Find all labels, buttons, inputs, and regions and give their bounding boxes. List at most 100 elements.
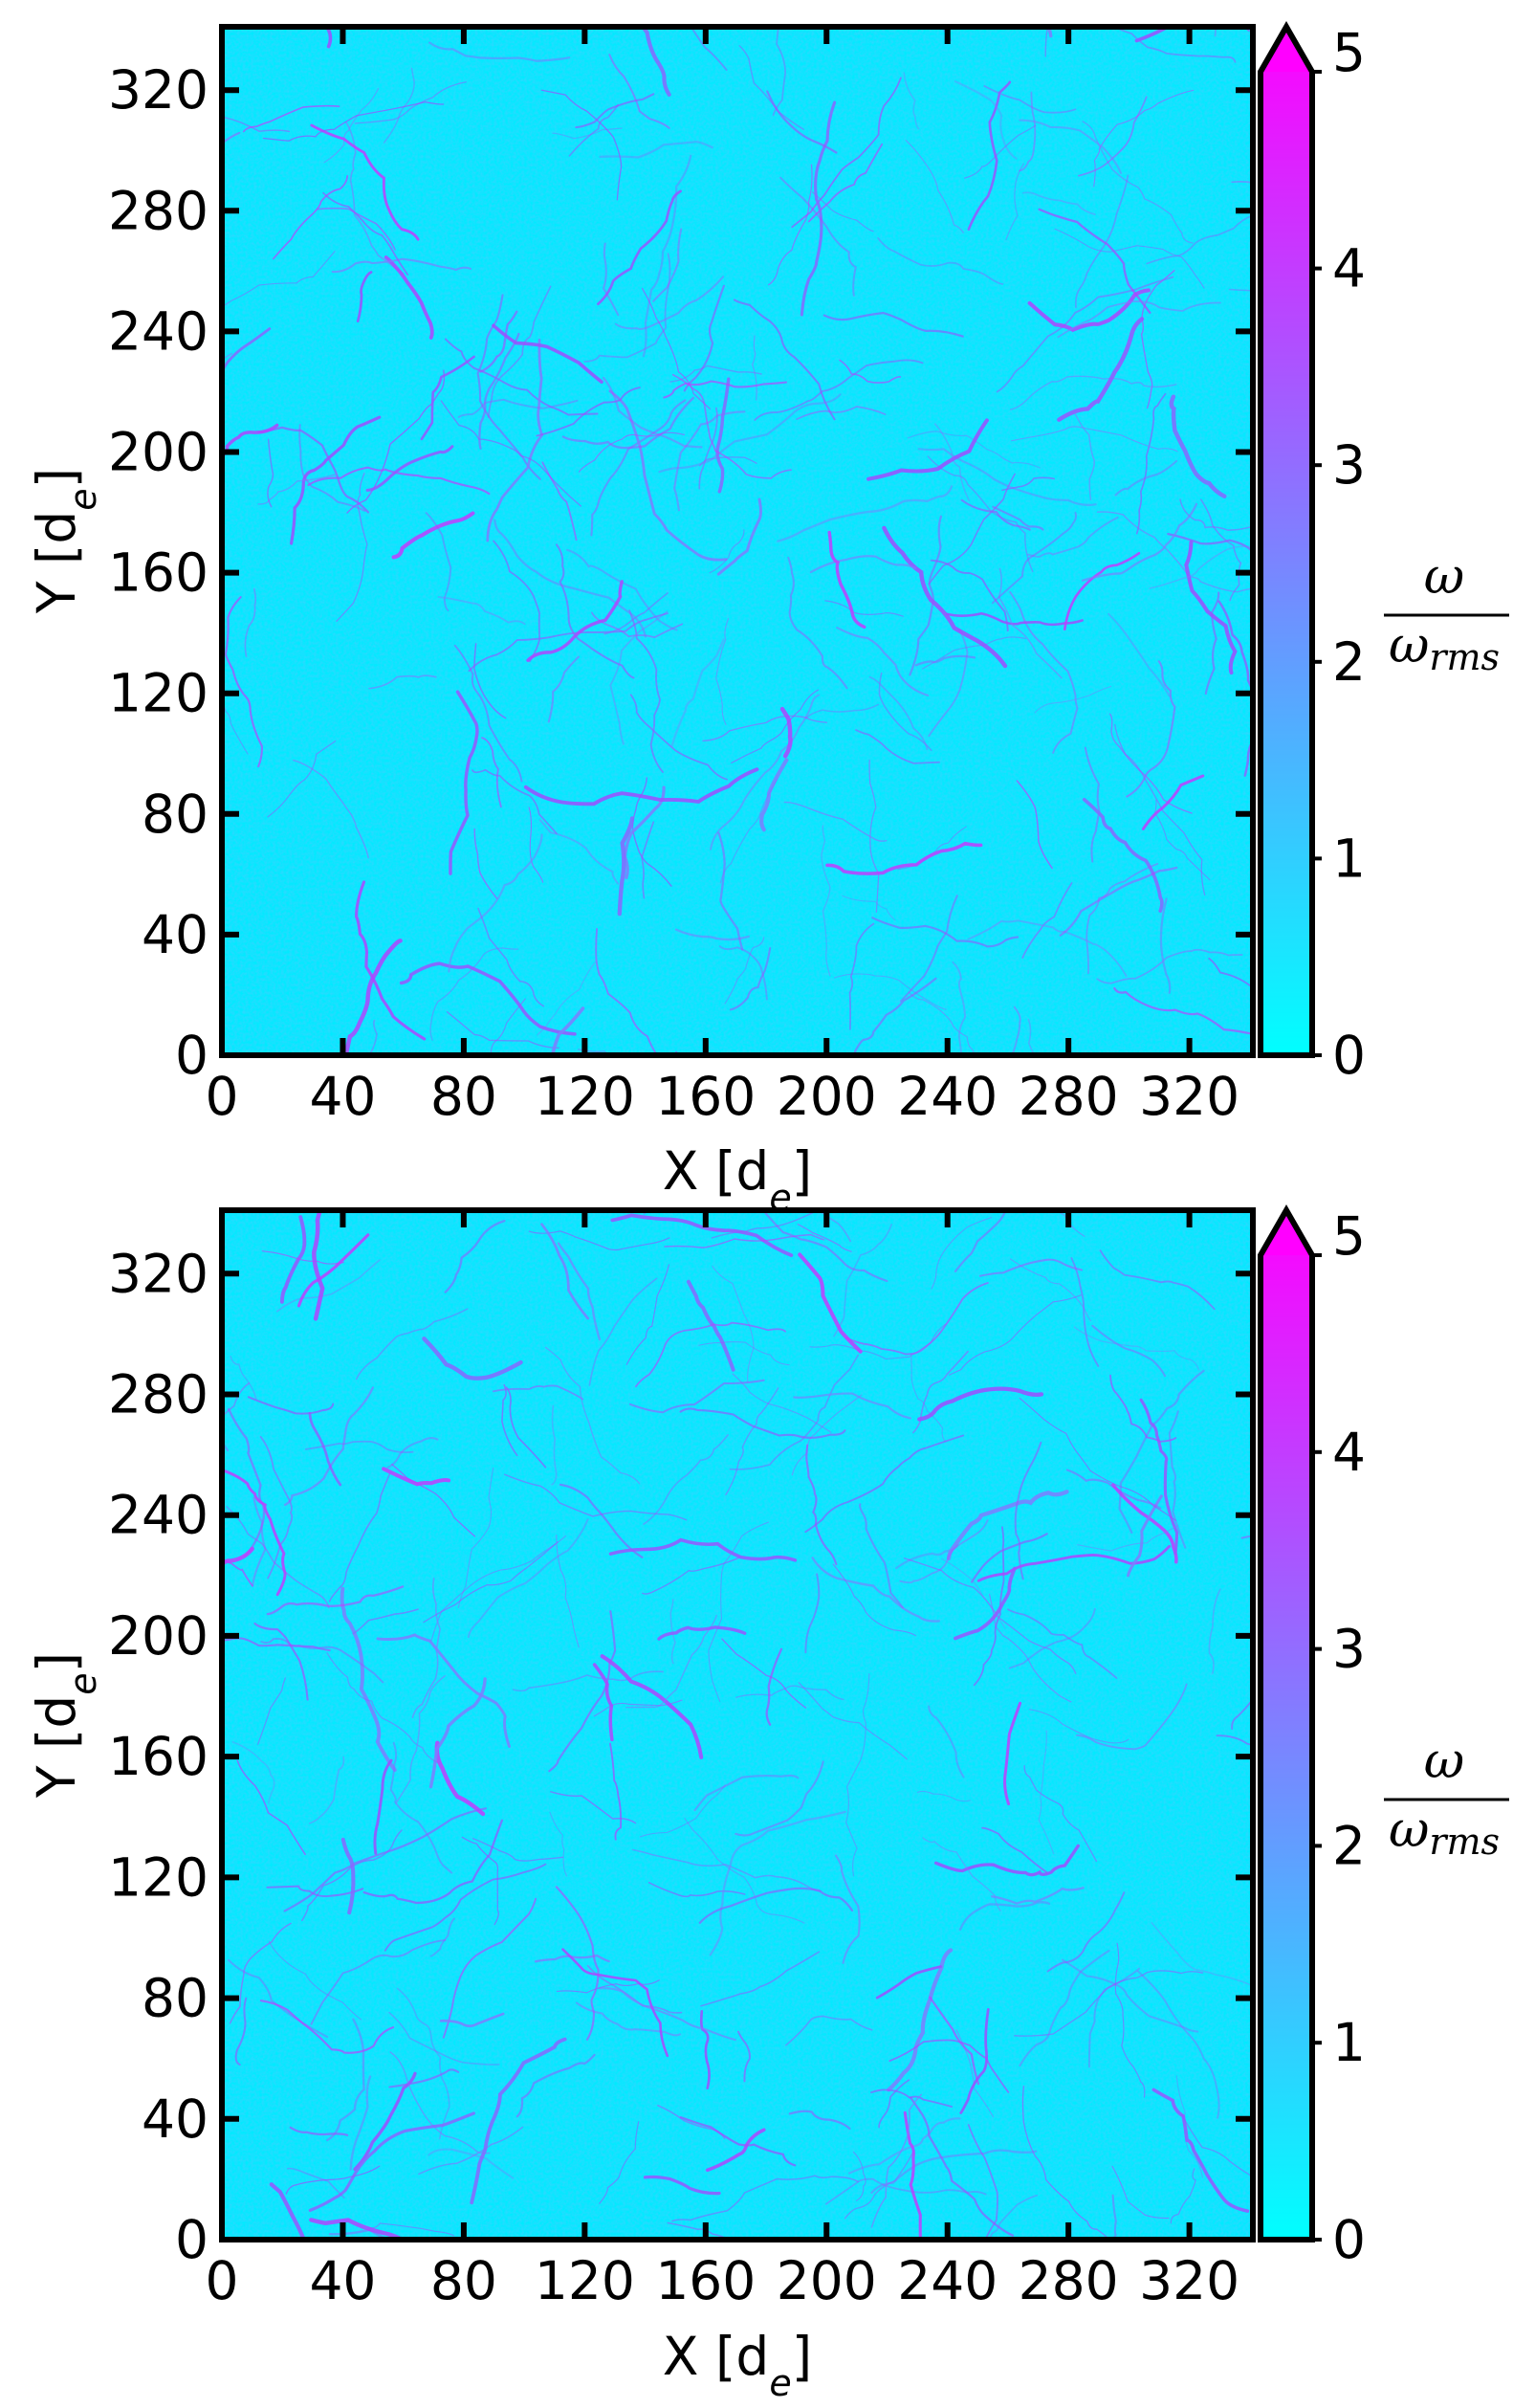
vorticity-filament: [785, 2015, 873, 2046]
vorticity-filament: [899, 1519, 989, 1584]
vorticity-filament: [847, 2117, 961, 2175]
vorticity-filament: [946, 1490, 1069, 1561]
vorticity-filament: [842, 895, 896, 921]
vorticity-filament: [1046, 1891, 1126, 1973]
vorticity-filament: [1001, 476, 1055, 492]
vorticity-filament: [253, 1622, 309, 1701]
vorticity-filament: [1061, 1958, 1199, 2033]
vorticity-filament: [470, 2037, 567, 2205]
vorticity-filament: [623, 785, 666, 880]
vorticity-filament: [457, 1467, 494, 1609]
y-tick-label: 200: [108, 422, 208, 483]
vorticity-filament: [1057, 317, 1145, 422]
vorticity-filament: [420, 355, 475, 441]
vorticity-filament: [931, 1217, 993, 1290]
vorticity-filament: [911, 1350, 969, 1434]
x-tick-label: 240: [897, 1066, 998, 1127]
vorticity-filament: [1114, 1942, 1146, 2098]
colorbar-frame: [1258, 20, 1315, 1058]
vorticity-filament: [903, 72, 920, 130]
vorticity-filament: [222, 1558, 253, 1587]
vorticity-filament: [227, 1407, 266, 1557]
vorticity-filament: [967, 919, 1128, 978]
vorticity-filament: [446, 1011, 559, 1049]
colorbar-ticks: 0 1 2 3 4 5: [1312, 1205, 1366, 2270]
y-tick-label: 40: [142, 2088, 208, 2150]
vorticity-filament: [628, 1379, 765, 1414]
vorticity-filament: [796, 406, 887, 420]
vorticity-filament: [724, 937, 765, 1005]
vorticity-filament: [552, 127, 623, 140]
vorticity-filament: [708, 1521, 769, 1703]
x-tick-label: 120: [535, 1066, 635, 1127]
vorticity-filament: [544, 1346, 641, 1485]
vorticity-filament: [870, 2093, 923, 2228]
vorticity-filament: [617, 816, 635, 917]
x-tick-label: 240: [897, 2250, 998, 2311]
vorticity-filament: [267, 438, 274, 508]
y-tick-label: 120: [108, 1846, 208, 1908]
vorticity-filament: [1093, 89, 1195, 188]
y-tick-label: 280: [108, 180, 208, 241]
vorticity-filament: [791, 77, 902, 229]
vorticity-filament: [903, 2110, 922, 2240]
heatmap-noise: [222, 27, 1253, 1055]
vorticity-filament: [461, 1836, 499, 1926]
x-tick-label: 40: [309, 2250, 376, 2311]
vorticity-filament: [231, 1740, 275, 1804]
vorticity-filament: [1179, 498, 1253, 531]
vorticity-filament: [822, 311, 964, 338]
x-axis-label: X [de]: [663, 2326, 812, 2404]
vorticity-filament: [1065, 1469, 1162, 1510]
vorticity-filament: [933, 1844, 1080, 1877]
vorticity-panel-bottom: 0 40 80 120 160 200 240 280 32004080120160200240…: [26, 1204, 1509, 2404]
x-tick-label: 200: [777, 2250, 877, 2311]
vorticity-filament: [910, 2096, 1015, 2237]
vorticity-filament: [260, 1637, 384, 1684]
colorbar-tick-label: 1: [1332, 828, 1366, 889]
vorticity-filament: [772, 27, 786, 117]
vorticity-panel-top: 0 40 80 120 160 200 240 280 32004080120160200240…: [26, 20, 1509, 1219]
vorticity-filament: [954, 1210, 1007, 1272]
vorticity-filament: [1009, 1258, 1092, 1321]
x-tick-label: 160: [655, 1066, 756, 1127]
vorticity-filament: [599, 141, 713, 159]
vorticity-filament: [473, 828, 498, 900]
vorticity-filament: [425, 512, 452, 612]
vorticity-filament: [855, 729, 940, 764]
vorticity-filament: [561, 396, 694, 450]
x-tick-label: 80: [430, 1066, 497, 1127]
vorticity-filament: [674, 928, 750, 941]
vorticity-filament: [399, 961, 577, 1036]
vorticity-filament: [1009, 590, 1079, 754]
vorticity-filament: [477, 907, 545, 1007]
vorticity-filament: [640, 27, 671, 97]
x-axis-label: X [de]: [663, 1140, 812, 1219]
vorticity-filament: [283, 1807, 488, 1912]
vorticity-filament: [269, 2182, 306, 2240]
vorticity-filament: [602, 242, 620, 317]
vorticity-filament: [765, 1647, 783, 1726]
vorticity-filament: [897, 826, 967, 871]
vorticity-filament: [1011, 1005, 1021, 1055]
vorticity-filament: [1216, 1734, 1253, 1746]
vorticity-filament: [844, 2150, 915, 2220]
vorticity-filament: [811, 191, 874, 232]
y-tick-label: 320: [108, 1243, 208, 1304]
colorbar-tick-label: 5: [1332, 22, 1366, 83]
vorticity-filament: [1169, 394, 1227, 499]
vorticity-filament: [670, 638, 725, 748]
vorticity-filament: [971, 1533, 1048, 1583]
vorticity-filament: [788, 2110, 851, 2131]
colorbar-extend-arrow: [1261, 27, 1312, 72]
vorticity-filament: [1006, 1608, 1118, 1679]
vorticity-filament: [473, 643, 507, 719]
vorticity-filament: [439, 2012, 505, 2028]
vorticity-filament: [642, 154, 692, 358]
vorticity-filament: [1038, 208, 1151, 314]
vorticity-filament: [907, 431, 1041, 469]
vorticity-filament: [550, 1791, 637, 1824]
vorticity-filament: [870, 2149, 1038, 2195]
vorticity-filament: [683, 284, 725, 392]
vorticity-filament: [428, 41, 571, 62]
